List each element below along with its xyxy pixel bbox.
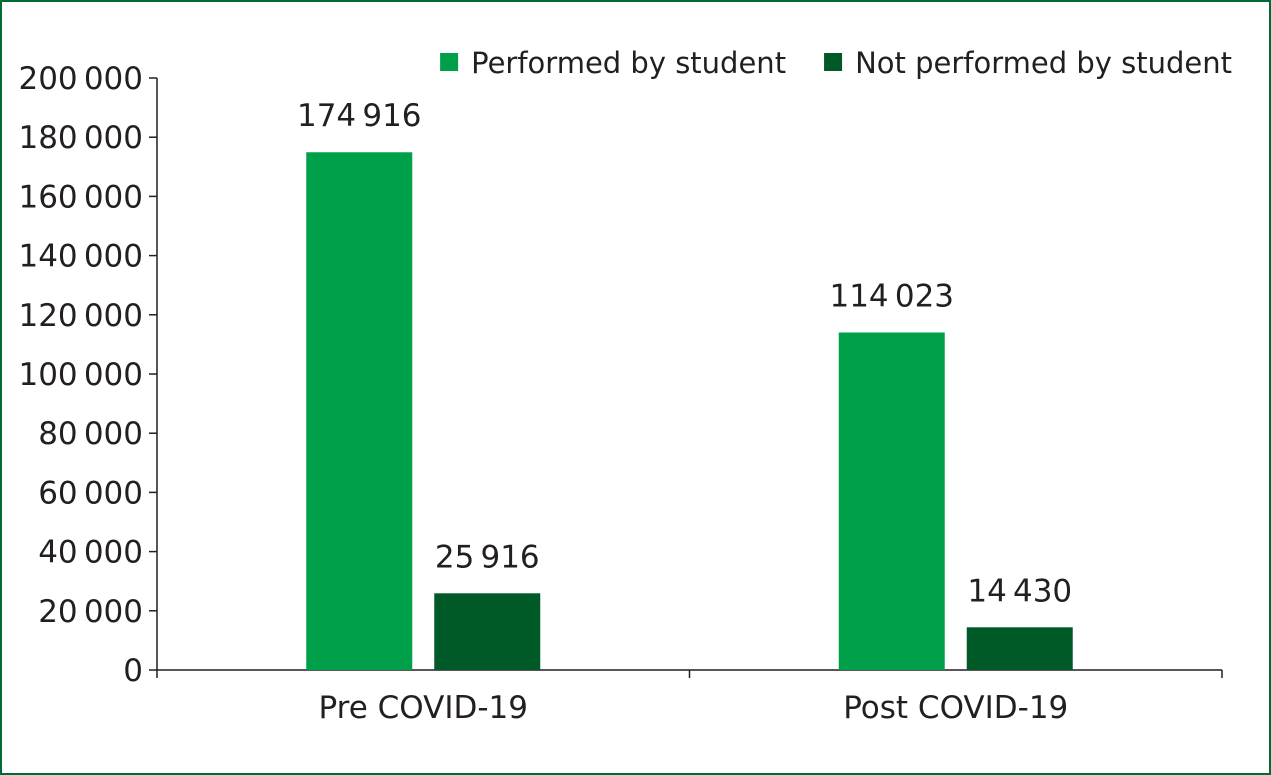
y-tick-label: 40 000 — [38, 535, 143, 571]
y-tick-label: 180 000 — [18, 120, 143, 156]
data-label: 174 916 — [297, 98, 422, 134]
bar — [838, 332, 945, 670]
legend: Performed by student Not performed by stu… — [440, 46, 1232, 80]
legend-label: Not performed by student — [855, 46, 1232, 80]
x-category-label: Pre COVID-19 — [319, 690, 529, 726]
y-tick-label: 140 000 — [18, 239, 143, 275]
data-label: 25 916 — [435, 539, 540, 575]
legend-label: Performed by student — [471, 46, 786, 80]
y-tick-label: 100 000 — [18, 357, 143, 393]
data-label: 114 023 — [829, 278, 954, 314]
y-tick-label: 120 000 — [18, 298, 143, 334]
bars: 174 916 25 916 114 023 14 430 — [297, 98, 1073, 670]
y-tick-label: 0 — [123, 653, 143, 689]
y-tick-label: 200 000 — [18, 61, 143, 97]
y-tick-label: 60 000 — [38, 475, 143, 511]
y-axis: 0 20 000 40 000 60 000 80 000 100 000 120 000 1… — [18, 61, 158, 689]
y-tick-label: 20 000 — [38, 594, 143, 630]
y-tick-label: 160 000 — [18, 179, 143, 215]
bar — [966, 627, 1073, 670]
legend-swatch — [824, 53, 843, 71]
x-category-label: Post COVID-19 — [843, 690, 1068, 726]
y-tick-label: 80 000 — [38, 416, 143, 452]
bar — [434, 593, 541, 670]
data-label: 14 430 — [967, 573, 1072, 609]
bar — [306, 152, 413, 670]
legend-swatch — [440, 53, 459, 71]
